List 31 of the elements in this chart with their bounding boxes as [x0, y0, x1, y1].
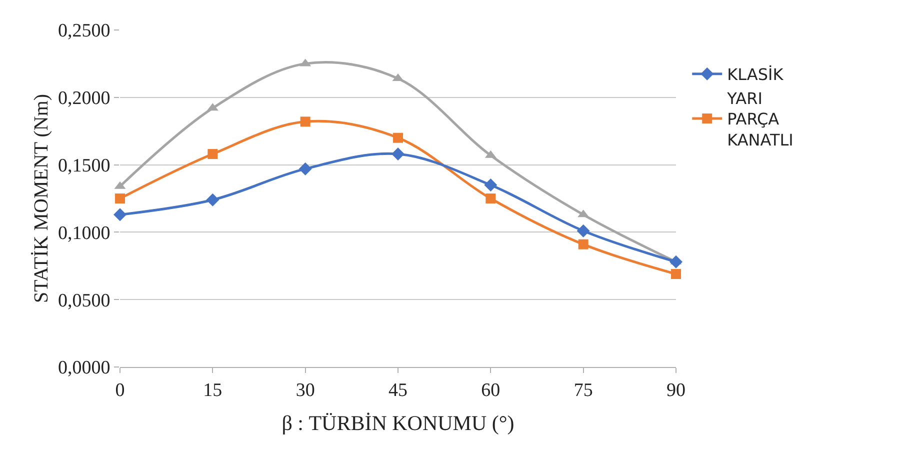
- point: [578, 239, 588, 250]
- point: [208, 149, 218, 160]
- point: [298, 162, 312, 176]
- x-tick-label: 90: [666, 380, 686, 401]
- x-tick-label: 0: [115, 380, 125, 401]
- point: [486, 194, 496, 204]
- y-tick-label: 0,0500: [58, 290, 110, 312]
- x-axis-title: β : TÜRBİN KONUMU (°): [282, 411, 514, 435]
- point: [206, 193, 220, 206]
- y-tick-label: 0,1000: [58, 222, 110, 244]
- legend-label: YARI PARÇA KANATLI: [726, 88, 794, 150]
- x-tick-label: 15: [203, 380, 222, 401]
- x-tick-label: 60: [481, 380, 500, 401]
- point: [392, 148, 404, 161]
- point: [670, 255, 682, 268]
- legend-label: KLASİK: [727, 65, 784, 84]
- x-tick-label: 45: [388, 380, 408, 401]
- y-tick-label: 0,0000: [58, 358, 110, 379]
- y-tick-label: 0,1500: [58, 155, 110, 176]
- point: [576, 224, 590, 238]
- point: [300, 116, 310, 127]
- y-tick-label: 0,2000: [58, 88, 110, 110]
- point: [115, 194, 125, 204]
- x-tick-label: 30: [296, 380, 315, 401]
- x-tick-label: 75: [574, 380, 593, 401]
- y-axis-title: STATİK MOMENT (Nm): [30, 94, 52, 304]
- point: [484, 178, 498, 192]
- point: [671, 268, 681, 279]
- point: [114, 208, 126, 222]
- y-tick-label: 0,2500: [58, 20, 110, 42]
- point: [393, 132, 403, 143]
